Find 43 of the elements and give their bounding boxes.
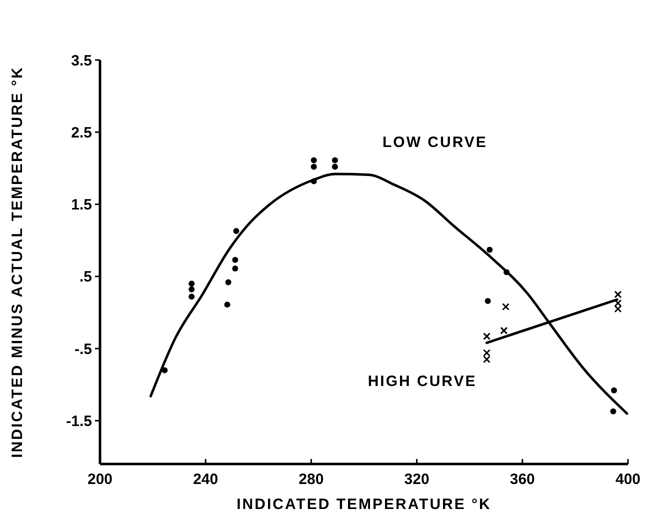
y-axis-title: INDICATED MINUS ACTUAL TEMPERATURE °K bbox=[9, 66, 26, 458]
y-tick-label: -1.5 bbox=[66, 412, 92, 430]
point bbox=[225, 279, 232, 286]
point bbox=[310, 157, 317, 164]
point bbox=[502, 302, 510, 310]
x-tick-label: 360 bbox=[510, 471, 535, 488]
point bbox=[614, 290, 622, 298]
x-tick-label: 200 bbox=[87, 471, 113, 488]
y-tick-label: -.5 bbox=[74, 340, 92, 358]
point bbox=[504, 269, 510, 276]
point bbox=[483, 349, 491, 357]
point bbox=[332, 157, 338, 164]
x-tick-label: 320 bbox=[404, 471, 430, 488]
point bbox=[486, 246, 493, 253]
y-tick-label: 3.5 bbox=[71, 52, 92, 70]
point bbox=[500, 326, 508, 334]
point bbox=[188, 286, 195, 292]
point bbox=[332, 164, 338, 170]
point bbox=[232, 256, 238, 263]
series-label: LOW CURVE bbox=[382, 134, 488, 152]
point bbox=[224, 302, 230, 308]
line-series bbox=[149, 172, 628, 415]
point bbox=[614, 305, 622, 313]
y-tick-label: .5 bbox=[79, 268, 92, 286]
point bbox=[483, 332, 491, 340]
y-tick-label: 2.5 bbox=[71, 124, 92, 142]
point bbox=[310, 164, 317, 170]
y-tick-label: 1.5 bbox=[71, 196, 92, 214]
x-tick-label: 400 bbox=[615, 471, 641, 488]
point bbox=[610, 408, 616, 414]
x-tick-label: 240 bbox=[193, 471, 218, 488]
x-tick-label: 280 bbox=[298, 471, 324, 488]
x-axis-title: INDICATED TEMPERATURE °K bbox=[236, 496, 492, 513]
text: HIGH CURVE bbox=[368, 373, 477, 390]
point bbox=[484, 298, 491, 304]
point bbox=[188, 294, 195, 300]
point bbox=[162, 367, 168, 374]
point bbox=[188, 280, 195, 287]
point bbox=[232, 265, 238, 272]
point bbox=[233, 228, 240, 234]
point bbox=[611, 387, 618, 394]
point bbox=[483, 356, 491, 364]
point bbox=[310, 178, 317, 184]
